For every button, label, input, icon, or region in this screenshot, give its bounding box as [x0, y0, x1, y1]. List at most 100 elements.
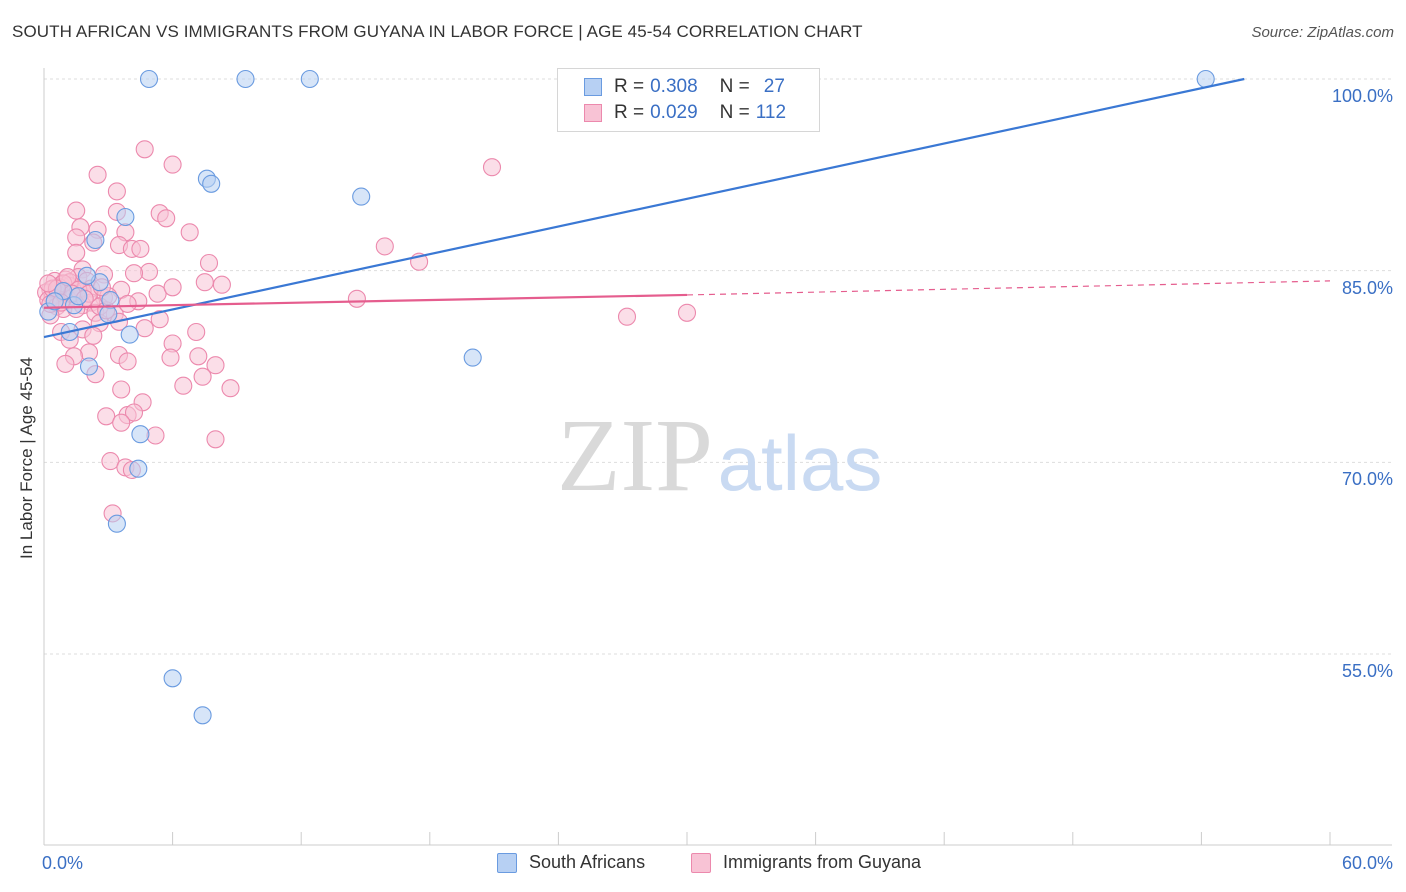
legend-r-value: 0.308: [650, 76, 698, 97]
axes: [43, 68, 1392, 846]
chart-title: SOUTH AFRICAN VS IMMIGRANTS FROM GUYANA …: [12, 22, 863, 41]
trend-lines: [43, 77, 1331, 339]
legend-row-south-africans: R = 0.308 N = 27: [584, 75, 785, 99]
point-guyana: [135, 140, 154, 159]
point-south-africans: [131, 425, 150, 444]
point-south-africans: [202, 174, 221, 193]
point-guyana: [482, 158, 502, 177]
point-guyana: [347, 289, 366, 308]
point-guyana: [139, 262, 159, 281]
point-south-africans: [107, 514, 126, 533]
point-south-africans: [163, 669, 182, 688]
point-south-africans: [77, 266, 96, 285]
trend-line-guyana: [43, 293, 688, 309]
series-south-africans: [39, 69, 1215, 725]
legend-n-label: N =: [719, 102, 750, 123]
grid-lines: [44, 78, 1392, 655]
legend-n-value: 27: [763, 76, 785, 97]
point-guyana: [131, 239, 150, 258]
legend-swatch-guyana: [691, 852, 711, 873]
x-tick-label-max: 60.0%: [1341, 853, 1393, 873]
watermark-zip: ZIP: [557, 398, 713, 513]
y-tick-label: 100.0%: [1331, 86, 1393, 106]
point-south-africans: [139, 69, 159, 89]
point-south-africans: [129, 459, 148, 478]
point-guyana: [112, 413, 131, 432]
point-south-africans: [86, 230, 105, 250]
point-guyana: [118, 352, 137, 371]
watermark: ZIP atlas: [557, 398, 882, 513]
point-south-africans: [352, 187, 371, 206]
point-guyana: [180, 223, 199, 242]
chart-source: Source: ZipAtlas.com: [1251, 24, 1394, 41]
point-guyana: [157, 209, 176, 228]
point-south-africans: [236, 69, 255, 89]
series-legend: South Africans Immigrants from Guyana: [0, 852, 1406, 876]
y-tick-label: 55.0%: [1341, 661, 1393, 681]
point-south-africans: [69, 287, 88, 306]
legend-n-value: 112: [755, 102, 787, 123]
legend-item-guyana[interactable]: Immigrants from Guyana: [691, 852, 921, 873]
point-guyana: [124, 264, 144, 283]
legend-row-guyana: R = 0.029 N = 112: [584, 101, 786, 125]
point-guyana: [107, 182, 126, 201]
point-guyana: [56, 354, 75, 373]
legend-r-label: R =: [614, 76, 645, 97]
point-south-africans: [45, 292, 64, 311]
point-guyana: [617, 307, 637, 326]
point-south-africans: [116, 207, 135, 227]
point-guyana: [375, 237, 394, 256]
watermark-atlas: atlas: [718, 419, 883, 507]
legend-swatch-pink: [584, 104, 602, 122]
trend-line-guyana-extension: [686, 280, 1331, 296]
point-guyana: [67, 228, 86, 247]
legend-n-label: N =: [719, 76, 750, 97]
y-tick-label: 85.0%: [1341, 277, 1393, 298]
point-guyana: [174, 376, 193, 395]
point-guyana: [67, 201, 86, 220]
legend-swatch-south-africans: [497, 852, 517, 873]
point-guyana: [101, 452, 120, 471]
correlation-legend: R = 0.308 N = 27 R = 0.029 N = 112: [557, 68, 820, 132]
point-guyana: [199, 253, 219, 273]
y-axis-label: In Labor Force | Age 45-54: [17, 357, 36, 559]
point-guyana: [163, 155, 182, 174]
point-guyana: [146, 426, 165, 445]
point-south-africans: [120, 325, 139, 344]
point-guyana: [39, 274, 58, 293]
point-guyana: [677, 303, 697, 322]
point-guyana: [189, 347, 208, 366]
point-guyana: [135, 319, 154, 338]
point-guyana: [193, 367, 212, 386]
trend-line-south-africans: [43, 77, 1245, 339]
point-guyana: [206, 430, 225, 449]
y-tick-label: 70.0%: [1341, 469, 1393, 490]
point-guyana: [84, 326, 103, 345]
point-guyana: [163, 278, 182, 297]
point-guyana: [112, 380, 131, 399]
point-guyana: [187, 322, 206, 342]
point-guyana: [212, 275, 231, 294]
point-south-africans: [99, 305, 118, 324]
legend-label-south-africans: South Africans: [529, 852, 646, 872]
legend-item-south-africans[interactable]: South Africans: [497, 852, 645, 873]
legend-swatch-blue: [584, 78, 602, 96]
legend-r-label: R =: [614, 102, 645, 123]
point-south-africans: [79, 357, 99, 376]
point-south-africans: [463, 348, 482, 367]
point-guyana: [206, 356, 225, 375]
point-guyana: [124, 403, 144, 422]
point-guyana: [221, 379, 240, 398]
point-guyana: [150, 310, 169, 329]
point-guyana: [148, 284, 167, 303]
point-guyana: [67, 243, 86, 262]
point-guyana: [88, 165, 107, 184]
point-guyana: [195, 273, 214, 292]
legend-r-value: 0.029: [650, 102, 698, 123]
legend-label-guyana: Immigrants from Guyana: [723, 852, 922, 872]
x-tick-label-min: 0.0%: [42, 853, 84, 873]
point-guyana: [97, 407, 116, 426]
point-south-africans: [300, 69, 319, 89]
point-guyana: [118, 294, 137, 313]
